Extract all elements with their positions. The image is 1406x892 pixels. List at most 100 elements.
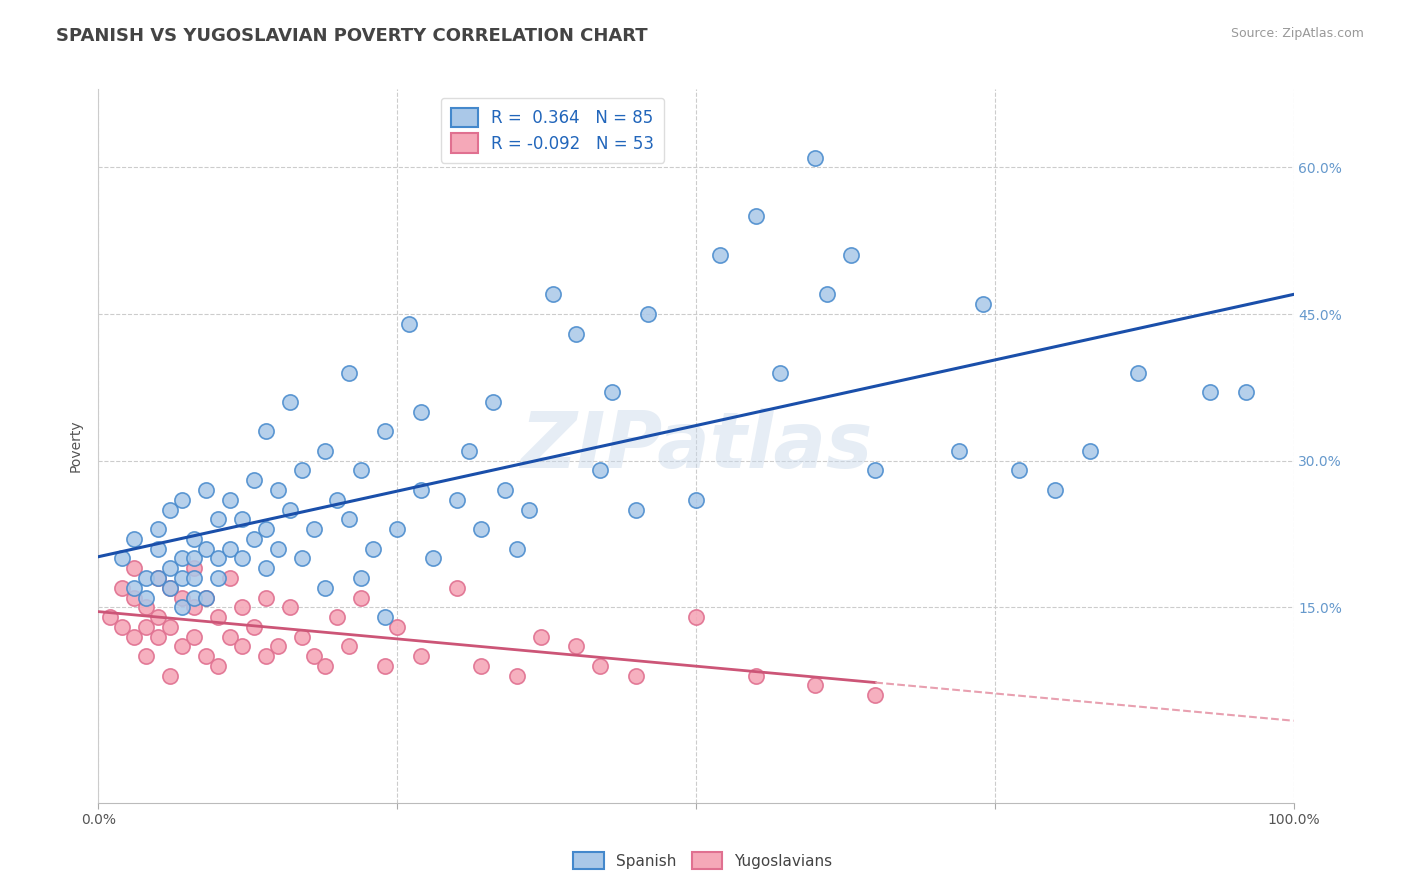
Point xyxy=(1008,463,1031,477)
Point xyxy=(411,405,433,419)
Point xyxy=(768,366,790,380)
Point xyxy=(195,541,218,556)
Point xyxy=(506,541,529,556)
Point xyxy=(207,610,229,624)
Text: ZIPatlas: ZIPatlas xyxy=(520,408,872,484)
Point xyxy=(135,591,157,605)
Point xyxy=(172,492,194,507)
Point xyxy=(745,669,768,683)
Point xyxy=(219,492,242,507)
Text: SPANISH VS YUGOSLAVIAN POVERTY CORRELATION CHART: SPANISH VS YUGOSLAVIAN POVERTY CORRELATI… xyxy=(56,27,648,45)
Point xyxy=(291,551,314,566)
Point xyxy=(243,620,266,634)
Point xyxy=(159,502,181,516)
Point xyxy=(411,483,433,497)
Point xyxy=(254,425,277,439)
Point xyxy=(363,541,385,556)
Legend: R =  0.364   N = 85, R = -0.092   N = 53: R = 0.364 N = 85, R = -0.092 N = 53 xyxy=(441,97,664,162)
Y-axis label: Poverty: Poverty xyxy=(69,420,83,472)
Point xyxy=(159,581,181,595)
Point xyxy=(541,287,564,301)
Point xyxy=(422,551,444,566)
Point xyxy=(195,591,218,605)
Point xyxy=(231,551,253,566)
Point xyxy=(124,591,146,605)
Point xyxy=(374,610,396,624)
Point xyxy=(530,630,553,644)
Point xyxy=(135,600,157,615)
Point xyxy=(565,640,588,654)
Point xyxy=(231,640,253,654)
Point xyxy=(148,610,170,624)
Point xyxy=(589,463,612,477)
Point xyxy=(398,317,420,331)
Point xyxy=(124,630,146,644)
Point xyxy=(804,678,827,692)
Point xyxy=(865,688,887,702)
Text: Source: ZipAtlas.com: Source: ZipAtlas.com xyxy=(1230,27,1364,40)
Point xyxy=(326,492,349,507)
Point xyxy=(291,630,314,644)
Point xyxy=(135,620,157,634)
Point xyxy=(159,581,181,595)
Point xyxy=(517,502,540,516)
Point xyxy=(111,551,134,566)
Point xyxy=(565,326,588,341)
Point xyxy=(267,541,290,556)
Point xyxy=(1043,483,1066,497)
Point xyxy=(626,669,648,683)
Point xyxy=(865,463,887,477)
Point xyxy=(350,591,373,605)
Point xyxy=(124,561,146,575)
Point xyxy=(195,591,218,605)
Point xyxy=(148,541,170,556)
Point xyxy=(254,591,277,605)
Point xyxy=(172,600,194,615)
Point xyxy=(326,610,349,624)
Point xyxy=(339,640,361,654)
Point xyxy=(385,620,409,634)
Point xyxy=(948,443,970,458)
Point xyxy=(685,492,707,507)
Point xyxy=(1234,385,1257,400)
Point xyxy=(446,492,468,507)
Point xyxy=(278,600,301,615)
Point xyxy=(626,502,648,516)
Point xyxy=(589,659,612,673)
Point xyxy=(506,669,529,683)
Point xyxy=(1199,385,1222,400)
Point xyxy=(207,571,229,585)
Point xyxy=(159,620,181,634)
Point xyxy=(183,571,205,585)
Point xyxy=(172,591,194,605)
Point xyxy=(374,425,396,439)
Point xyxy=(172,551,194,566)
Point xyxy=(254,649,277,664)
Point xyxy=(254,561,277,575)
Point xyxy=(172,571,194,585)
Point xyxy=(745,209,768,223)
Point xyxy=(291,463,314,477)
Point xyxy=(815,287,838,301)
Point xyxy=(183,551,205,566)
Point xyxy=(148,571,170,585)
Point xyxy=(685,610,707,624)
Point xyxy=(98,610,122,624)
Point xyxy=(458,443,481,458)
Point xyxy=(841,248,863,262)
Point xyxy=(195,483,218,497)
Point xyxy=(470,659,492,673)
Point xyxy=(350,571,373,585)
Point xyxy=(183,591,205,605)
Point xyxy=(231,600,253,615)
Point xyxy=(111,620,134,634)
Point xyxy=(267,640,290,654)
Point xyxy=(374,659,396,673)
Point xyxy=(302,522,325,536)
Point xyxy=(243,532,266,546)
Point xyxy=(315,443,337,458)
Point xyxy=(278,502,301,516)
Point xyxy=(411,649,433,664)
Point xyxy=(302,649,325,664)
Point xyxy=(709,248,731,262)
